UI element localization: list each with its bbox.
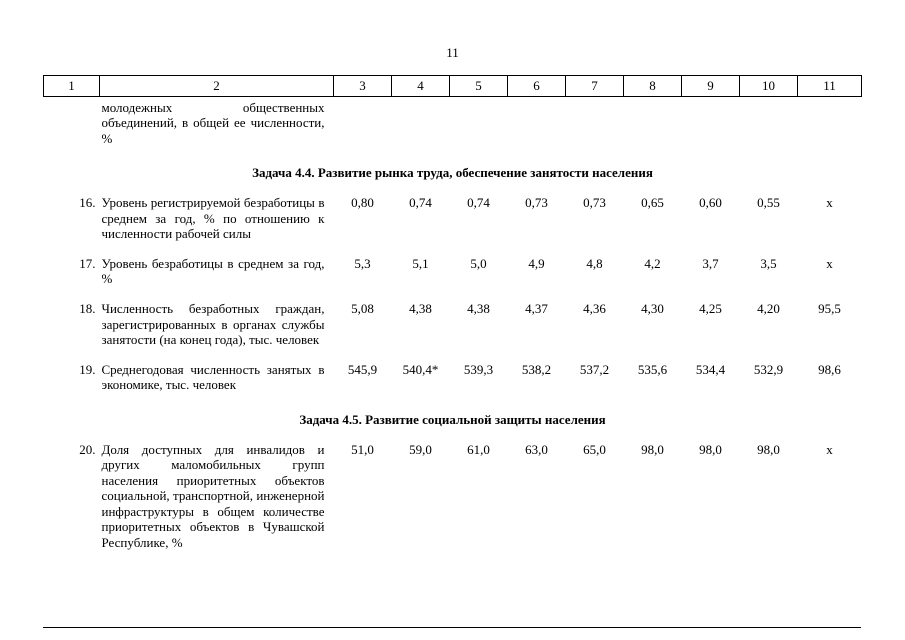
header-cell: 3 xyxy=(333,75,392,97)
value-cell: 4,36 xyxy=(583,300,606,316)
value-cell: 0,55 xyxy=(757,194,780,210)
section-row: Задача 4.4. Развитие рынка труда, обеспе… xyxy=(44,146,862,181)
value-cell: 0,73 xyxy=(583,194,606,210)
indicator-text: Среднегодовая численность занятых в экон… xyxy=(101,361,325,393)
header-cell: 9 xyxy=(681,75,740,97)
value-cell: 0,65 xyxy=(641,194,664,210)
header-cell: 1 xyxy=(43,75,100,97)
value-cell: 0,80 xyxy=(351,194,374,210)
indicator-text: молодежных общественных объединений, в о… xyxy=(101,99,325,146)
table-row: 16. Уровень регистрируемой безработицы в … xyxy=(44,181,862,242)
value-cell xyxy=(508,96,566,146)
value-cell: 98,0 xyxy=(757,441,780,457)
indicator-text: Численность безработных граждан, зарегис… xyxy=(101,300,325,348)
value-cell: 539,3 xyxy=(463,361,494,377)
value-cell: 4,9 xyxy=(528,255,545,271)
value-cell: 4,2 xyxy=(644,255,661,271)
value-cell: 534,4 xyxy=(695,361,726,377)
header-cell: 6 xyxy=(507,75,566,97)
row-number: 16. xyxy=(79,194,96,210)
value-cell xyxy=(740,96,798,146)
value-cell xyxy=(624,96,682,146)
value-cell xyxy=(798,96,862,146)
value-cell: 0,73 xyxy=(525,194,548,210)
header-cell: 10 xyxy=(739,75,798,97)
value-cell: 5,0 xyxy=(470,255,487,271)
header-cell: 7 xyxy=(565,75,624,97)
table-row: 18. Численность безработных граждан, заре… xyxy=(44,287,862,348)
value-cell xyxy=(334,96,392,146)
value-cell: 4,37 xyxy=(525,300,548,316)
value-cell: x xyxy=(826,441,833,457)
header-cell: 11 xyxy=(797,75,862,97)
indicator-text: Уровень безработицы в среднем за год, % xyxy=(101,255,325,287)
header-cell: 2 xyxy=(99,75,334,97)
row-number: 19. xyxy=(79,361,96,377)
value-cell: 61,0 xyxy=(467,441,490,457)
row-number: 17. xyxy=(79,255,96,271)
value-cell: 98,0 xyxy=(641,441,664,457)
value-cell xyxy=(392,96,450,146)
header-cell: 8 xyxy=(623,75,682,97)
value-cell: 4,30 xyxy=(641,300,664,316)
value-cell: 4,25 xyxy=(699,300,722,316)
value-cell: 5,08 xyxy=(351,300,374,316)
value-cell: 532,9 xyxy=(753,361,784,377)
table-body: молодежных общественных объединений, в о… xyxy=(44,96,862,551)
value-cell: 540,4* xyxy=(402,361,439,377)
value-cell: 5,1 xyxy=(412,255,429,271)
page-number: 11 xyxy=(446,45,459,60)
value-cell: 537,2 xyxy=(579,361,610,377)
value-cell: 98,6 xyxy=(818,361,841,377)
value-cell: 4,8 xyxy=(586,255,603,271)
table-row: 20. Доля доступных для инвалидов и других… xyxy=(44,428,862,551)
value-cell: 5,3 xyxy=(354,255,371,271)
value-cell: 4,38 xyxy=(409,300,432,316)
header-cell: 5 xyxy=(449,75,508,97)
value-cell: 4,38 xyxy=(467,300,490,316)
value-cell xyxy=(566,96,624,146)
value-cell: 51,0 xyxy=(351,441,374,457)
value-cell: 0,74 xyxy=(409,194,432,210)
value-cell xyxy=(450,96,508,146)
header-row: 1 2 3 4 5 6 7 8 9 10 11 xyxy=(43,75,862,97)
value-cell: 65,0 xyxy=(583,441,606,457)
value-cell: x xyxy=(826,255,833,271)
row-number: 20. xyxy=(79,441,96,457)
value-cell: 3,5 xyxy=(760,255,777,271)
value-cell: 538,2 xyxy=(521,361,552,377)
table-row: молодежных общественных объединений, в о… xyxy=(44,96,862,146)
indicator-text: Доля доступных для инвалидов и других ма… xyxy=(101,441,325,551)
value-cell: x xyxy=(826,194,833,210)
value-cell: 63,0 xyxy=(525,441,548,457)
value-cell: 3,7 xyxy=(702,255,719,271)
header-cell: 4 xyxy=(391,75,450,97)
row-number: 18. xyxy=(79,300,96,316)
table-row: 17. Уровень безработицы в среднем за год,… xyxy=(44,242,862,287)
value-cell: 0,74 xyxy=(467,194,490,210)
table-header: 1 2 3 4 5 6 7 8 9 10 11 xyxy=(43,75,862,97)
value-cell: 0,60 xyxy=(699,194,722,210)
value-cell: 95,5 xyxy=(818,300,841,316)
value-cell xyxy=(682,96,740,146)
table-row: 19. Среднегодовая численность занятых в э… xyxy=(44,348,862,393)
row-number xyxy=(44,96,100,146)
value-cell: 4,20 xyxy=(757,300,780,316)
value-cell: 545,9 xyxy=(347,361,378,377)
section-row: Задача 4.5. Развитие социальной защиты н… xyxy=(44,393,862,428)
value-cell: 535,6 xyxy=(637,361,668,377)
section-heading: Задача 4.4. Развитие рынка труда, обеспе… xyxy=(252,165,653,181)
bottom-rule xyxy=(43,627,861,628)
indicator-text: Уровень регистрируемой безработицы в сре… xyxy=(101,194,325,242)
value-cell: 98,0 xyxy=(699,441,722,457)
section-heading: Задача 4.5. Развитие социальной защиты н… xyxy=(299,411,606,427)
indicators-table: 1 2 3 4 5 6 7 8 9 10 11 молодежных общественных об… xyxy=(43,75,862,551)
value-cell: 59,0 xyxy=(409,441,432,457)
